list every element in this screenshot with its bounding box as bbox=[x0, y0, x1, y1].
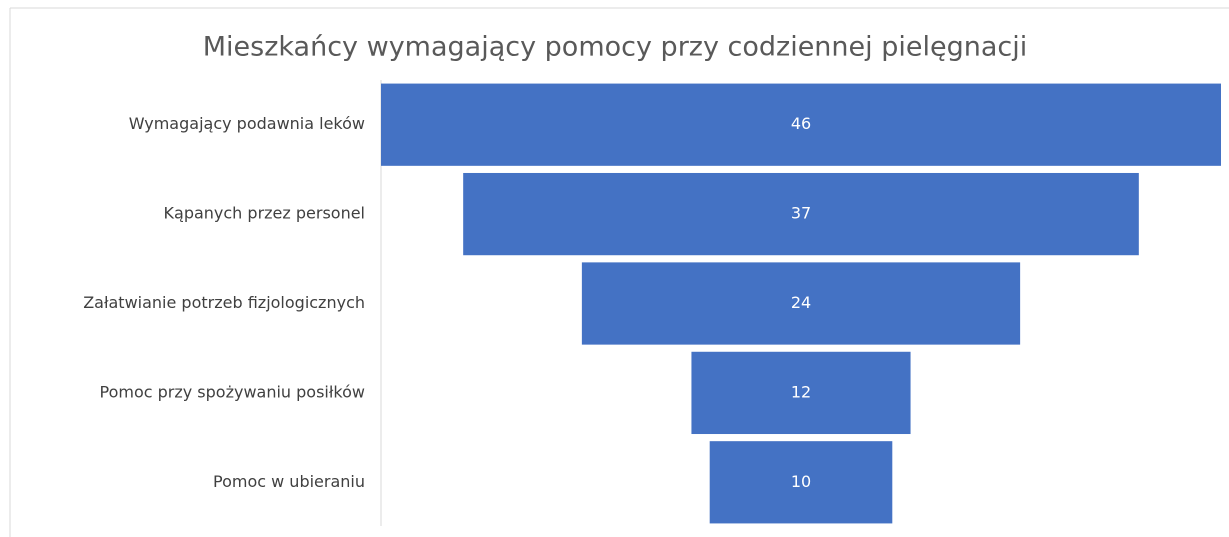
category-label: Kąpanych przez personel bbox=[164, 204, 365, 223]
category-label: Załatwianie potrzeb fizjologicznych bbox=[83, 293, 365, 312]
category-label: Pomoc przy spożywaniu posiłków bbox=[99, 382, 365, 401]
funnel-bar bbox=[381, 83, 1221, 166]
chart-title: Mieszkańcy wymagający pomocy przy codzie… bbox=[203, 32, 1028, 63]
value-label: 37 bbox=[791, 204, 811, 223]
value-label: 46 bbox=[791, 114, 811, 133]
category-label: Wymagający podawnia leków bbox=[129, 114, 365, 133]
value-label: 12 bbox=[791, 382, 811, 401]
value-label: 10 bbox=[791, 472, 811, 491]
funnel-bar bbox=[709, 441, 893, 524]
value-label: 24 bbox=[791, 293, 811, 312]
funnel-bar bbox=[463, 172, 1139, 256]
category-label: Pomoc w ubieraniu bbox=[213, 472, 365, 491]
funnel-bar bbox=[581, 262, 1021, 345]
funnel-bar bbox=[691, 351, 911, 435]
